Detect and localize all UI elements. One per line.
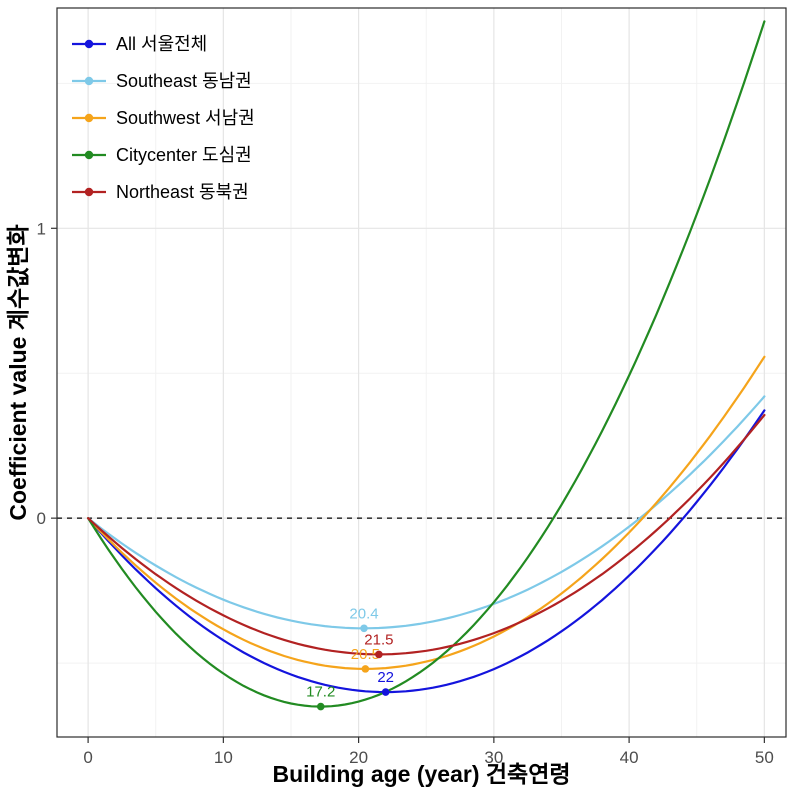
- series-line-all: [87, 409, 766, 694]
- legend-item-northeast: Northeast 동북권: [72, 182, 249, 202]
- legend: All 서울전체 Southeast 동남권 Southwest 서남권 Cityce…: [72, 34, 255, 202]
- legend-label-southeast: Southeast 동남권: [116, 71, 252, 91]
- min-point-label-southwest: 20.5: [351, 646, 380, 663]
- min-point-marker-southwest: [361, 665, 370, 673]
- y-tick-label: 1: [37, 219, 46, 238]
- legend-label-northeast: Northeast 동북권: [116, 182, 249, 202]
- legend-point-marker-southwest: [84, 113, 94, 123]
- min-point-label-citycenter: 17.2: [306, 684, 335, 701]
- min-point-label-all: 22: [377, 669, 394, 686]
- legend-label-southwest: Southwest 서남권: [116, 108, 255, 128]
- min-point-marker-southeast: [360, 624, 368, 633]
- legend-item-all: All 서울전체: [72, 34, 207, 54]
- x-tick-label: 30: [484, 748, 503, 767]
- y-axis-title: Coefficient value 계수값변화: [5, 224, 31, 520]
- legend-point-marker-all: [84, 39, 94, 49]
- legend-point-marker-citycenter: [84, 150, 94, 160]
- y-tick-label: 0: [37, 509, 46, 528]
- series-line-southwest: [87, 355, 766, 671]
- legend-item-citycenter: Citycenter 도심권: [72, 145, 252, 165]
- panel-border: [56, 7, 787, 738]
- min-point-label-southeast: 20.4: [349, 605, 378, 622]
- min-point-marker-all: [381, 688, 390, 696]
- legend-item-southeast: Southeast 동남권: [72, 71, 252, 91]
- x-tick-label: 10: [214, 748, 233, 767]
- min-point-marker-northeast: [375, 650, 383, 659]
- min-point-label-northeast: 21.5: [364, 631, 393, 648]
- x-tick-label: 50: [755, 748, 774, 767]
- series-line-citycenter: [87, 20, 766, 708]
- legend-point-marker-southeast: [84, 76, 94, 86]
- x-tick-label: 20: [349, 748, 368, 767]
- min-point-marker-citycenter: [316, 702, 325, 711]
- legend-point-marker-northeast: [84, 187, 94, 197]
- legend-item-southwest: Southwest 서남권: [72, 108, 255, 128]
- legend-label-all: All 서울전체: [116, 34, 207, 54]
- legend-label-citycenter: Citycenter 도심권: [116, 145, 252, 165]
- series-line-northeast: [87, 413, 766, 656]
- x-tick-label: 0: [83, 748, 92, 767]
- x-axis-title: Building age (year) 건축연령: [272, 761, 570, 787]
- x-tick-label: 40: [620, 748, 639, 767]
- plot-panel: [57, 8, 786, 737]
